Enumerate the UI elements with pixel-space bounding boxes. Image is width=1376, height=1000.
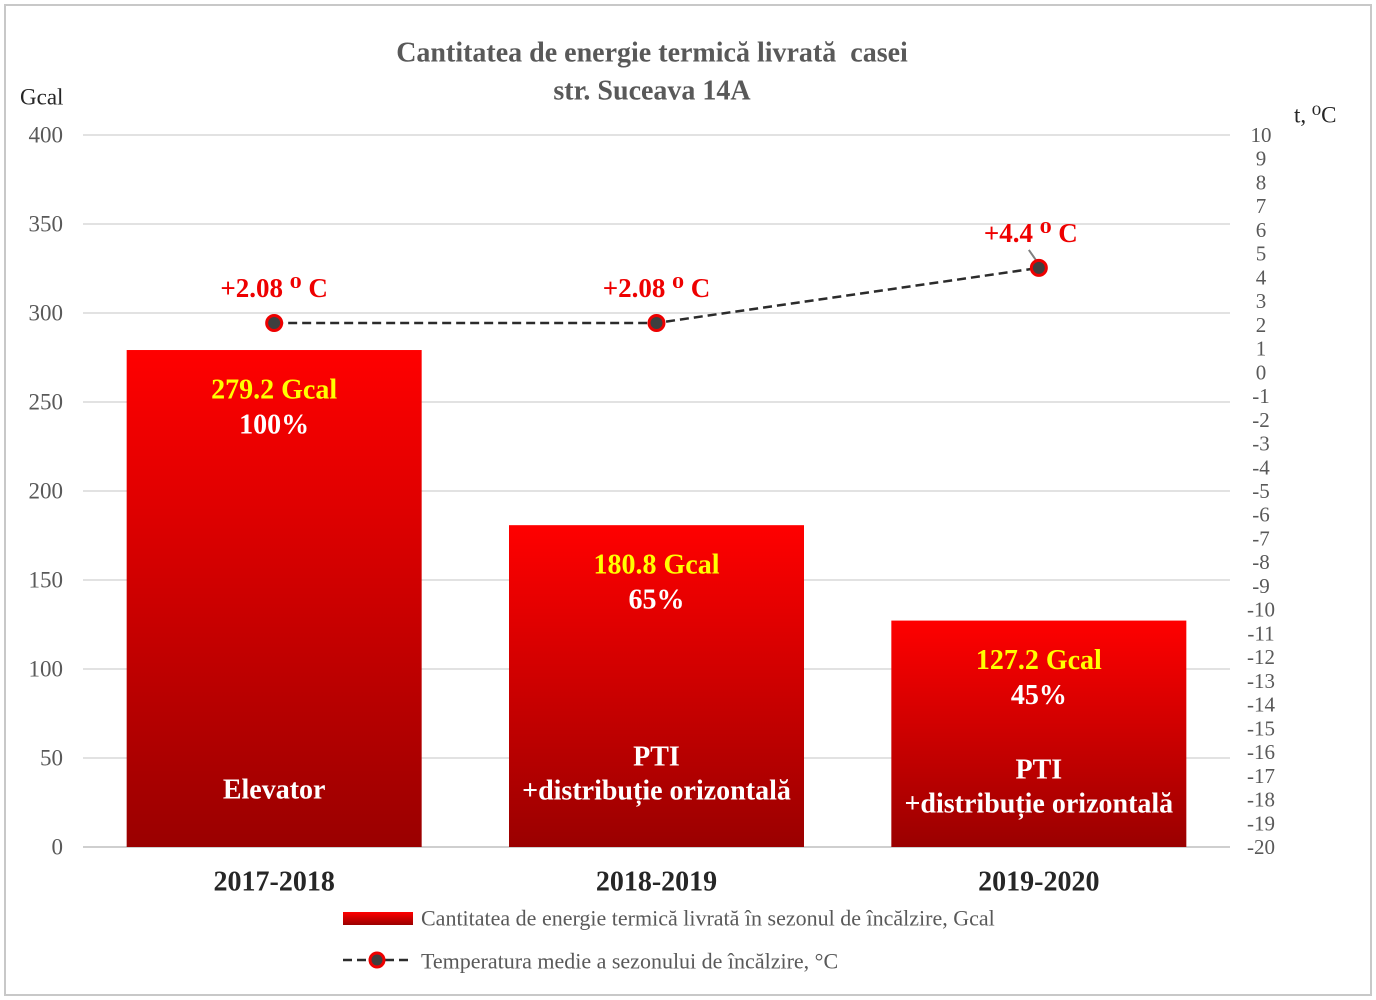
bar-percent-label: 65% xyxy=(629,585,685,616)
left-tick-label: 400 xyxy=(29,123,64,148)
legend-item-energy: Cantitatea de energie termică livrată în… xyxy=(343,906,995,931)
right-tick-label: -20 xyxy=(1247,835,1275,859)
right-tick-label: -3 xyxy=(1252,432,1270,456)
category-axis: 2017-2018 2018-2019 2019-2020 xyxy=(214,867,1100,898)
chart-title: Cantitatea de energie termică livrată ca… xyxy=(396,38,908,69)
left-tick-label: 150 xyxy=(29,568,64,593)
right-tick-label: -9 xyxy=(1252,574,1270,598)
bar-percent-label: 100% xyxy=(239,410,309,441)
bar-value-label: 127.2 Gcal xyxy=(976,645,1102,676)
bar-annotation: PTI xyxy=(633,742,680,773)
bar-value-label: 279.2 Gcal xyxy=(211,375,337,406)
temperature-marker xyxy=(265,313,284,332)
category-label: 2019-2020 xyxy=(978,867,1099,898)
right-axis-ticks: -20-19-18-17-16-15-14-13-12-11-10-9-8-7-… xyxy=(1247,123,1275,859)
left-tick-label: 350 xyxy=(29,212,64,237)
right-tick-label: -4 xyxy=(1252,455,1270,479)
bar-annotation: PTI xyxy=(1015,755,1062,786)
left-tick-label: 0 xyxy=(52,835,64,860)
temperature-label: +4.4 ⁰ C xyxy=(984,218,1078,248)
legend-label-temperature: Temperatura medie a sezonului de încălzi… xyxy=(421,949,838,974)
legend: Cantitatea de energie termică livrată în… xyxy=(343,906,995,974)
right-tick-label: -16 xyxy=(1247,740,1275,764)
bar-annotation: Elevator xyxy=(223,775,326,806)
bar-series xyxy=(126,350,1187,847)
bar xyxy=(891,620,1187,847)
category-label: 2017-2018 xyxy=(214,867,335,898)
right-tick-label: -15 xyxy=(1247,716,1275,740)
right-tick-label: 2 xyxy=(1256,313,1267,337)
bar-annotation: +distribuție orizontală xyxy=(522,776,791,807)
right-tick-label: -1 xyxy=(1252,384,1270,408)
right-tick-label: 10 xyxy=(1251,123,1272,147)
left-tick-label: 200 xyxy=(29,479,64,504)
left-axis-title: Gcal xyxy=(20,85,63,110)
right-tick-label: 8 xyxy=(1256,170,1267,194)
right-tick-label: -12 xyxy=(1247,645,1275,669)
left-tick-label: 300 xyxy=(29,301,64,326)
right-axis-title: t, ⁰C xyxy=(1294,103,1336,128)
left-tick-label: 100 xyxy=(29,657,64,682)
right-tick-label: -5 xyxy=(1252,479,1270,503)
line-series: +2.08 ⁰ C +2.08 ⁰ C +4.4 ⁰ C xyxy=(220,218,1078,332)
legend-swatch-bar xyxy=(343,912,413,925)
right-tick-label: 5 xyxy=(1256,242,1267,266)
right-tick-label: -18 xyxy=(1247,788,1275,812)
right-tick-label: -13 xyxy=(1247,669,1275,693)
right-tick-label: -17 xyxy=(1247,764,1275,788)
right-tick-label: 3 xyxy=(1256,289,1267,313)
right-tick-label: -6 xyxy=(1252,503,1270,527)
right-tick-label: -7 xyxy=(1252,526,1270,550)
right-tick-label: -14 xyxy=(1247,693,1275,717)
bar xyxy=(126,350,422,847)
temperature-label: +2.08 ⁰ C xyxy=(220,273,327,303)
bar-annotation: +distribuție orizontală xyxy=(904,789,1173,820)
left-tick-label: 50 xyxy=(40,746,63,771)
label-leader-line xyxy=(1028,249,1037,261)
legend-item-temperature: Temperatura medie a sezonului de încălzi… xyxy=(343,949,838,974)
left-axis-ticks: 0 50 100 150 200 250 300 350 400 xyxy=(29,123,64,860)
right-tick-label: 9 xyxy=(1256,147,1267,171)
right-tick-label: 7 xyxy=(1256,194,1267,218)
right-tick-label: -19 xyxy=(1247,811,1275,835)
right-tick-label: 1 xyxy=(1256,337,1267,361)
temperature-marker xyxy=(647,313,666,332)
bar xyxy=(509,525,804,847)
right-tick-label: -8 xyxy=(1252,550,1270,574)
chart-subtitle: str. Suceava 14A xyxy=(553,76,751,107)
right-tick-label: 0 xyxy=(1256,360,1267,384)
right-tick-label: 6 xyxy=(1256,218,1267,242)
right-tick-label: -2 xyxy=(1252,408,1270,432)
temperature-marker xyxy=(1029,258,1048,277)
right-tick-label: -11 xyxy=(1247,621,1274,645)
temperature-label: +2.08 ⁰ C xyxy=(603,273,710,303)
legend-marker xyxy=(368,951,386,969)
bar-percent-label: 45% xyxy=(1011,680,1067,711)
bar-value-label: 180.8 Gcal xyxy=(594,550,720,581)
legend-label-energy: Cantitatea de energie termică livrată în… xyxy=(421,906,995,931)
right-tick-label: -10 xyxy=(1247,598,1275,622)
left-tick-label: 250 xyxy=(29,390,64,415)
category-label: 2018-2019 xyxy=(596,867,717,898)
right-tick-label: 4 xyxy=(1256,265,1267,289)
